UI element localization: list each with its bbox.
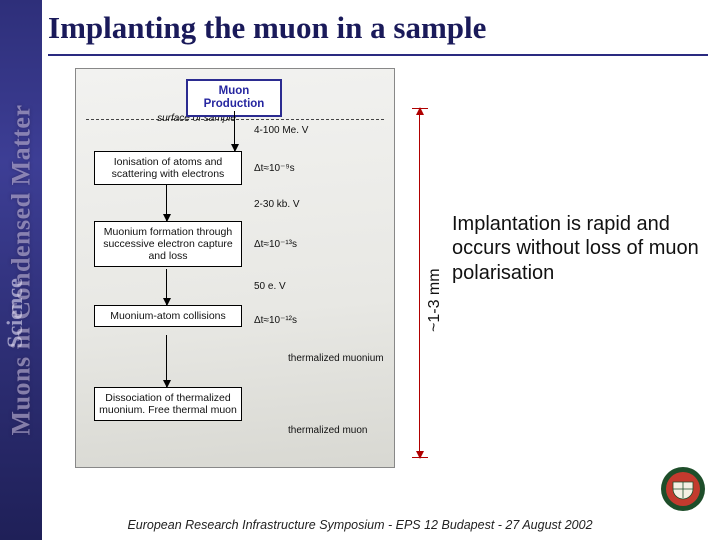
sidebar-stripe xyxy=(0,0,42,540)
dlabel-0: Δt≈10⁻⁹s xyxy=(254,163,295,174)
elabel-0: 4-100 Me. V xyxy=(254,125,308,136)
node-muonium-formation: Muonium formation through successive ele… xyxy=(94,221,242,267)
caption-text: Implantation is rapid and occurs without… xyxy=(452,212,702,285)
elabel-2: 50 e. V xyxy=(254,281,286,292)
depth-line xyxy=(419,108,420,458)
arrow-0 xyxy=(234,111,235,151)
depth-tick-bottom xyxy=(412,457,428,458)
flowchart-panel: surface of sample Muon Production Ionisa… xyxy=(75,68,395,468)
dlabel-2: Δt≈10⁻¹²s xyxy=(254,315,297,326)
arrow-1 xyxy=(166,185,167,221)
elabel-4: thermalized muon xyxy=(288,425,367,436)
footer-text: European Research Infrastructure Symposi… xyxy=(0,518,720,532)
elabel-3: thermalized muonium xyxy=(288,353,384,364)
dlabel-1: Δt≈10⁻¹³s xyxy=(254,239,297,250)
elabel-1: 2-30 kb. V xyxy=(254,199,300,210)
university-logo xyxy=(660,466,706,512)
node-muonium-collisions: Muonium-atom collisions xyxy=(94,305,242,327)
node-ionisation: Ionisation of atoms and scattering with … xyxy=(94,151,242,185)
depth-label: ~1-3 mm xyxy=(426,268,444,332)
arrow-2 xyxy=(166,269,167,305)
node-dissociation: Dissociation of thermalized muonium. Fre… xyxy=(94,387,242,421)
page-title: Implanting the muon in a sample xyxy=(48,10,708,46)
title-rule xyxy=(48,54,708,56)
arrow-3 xyxy=(166,335,167,387)
